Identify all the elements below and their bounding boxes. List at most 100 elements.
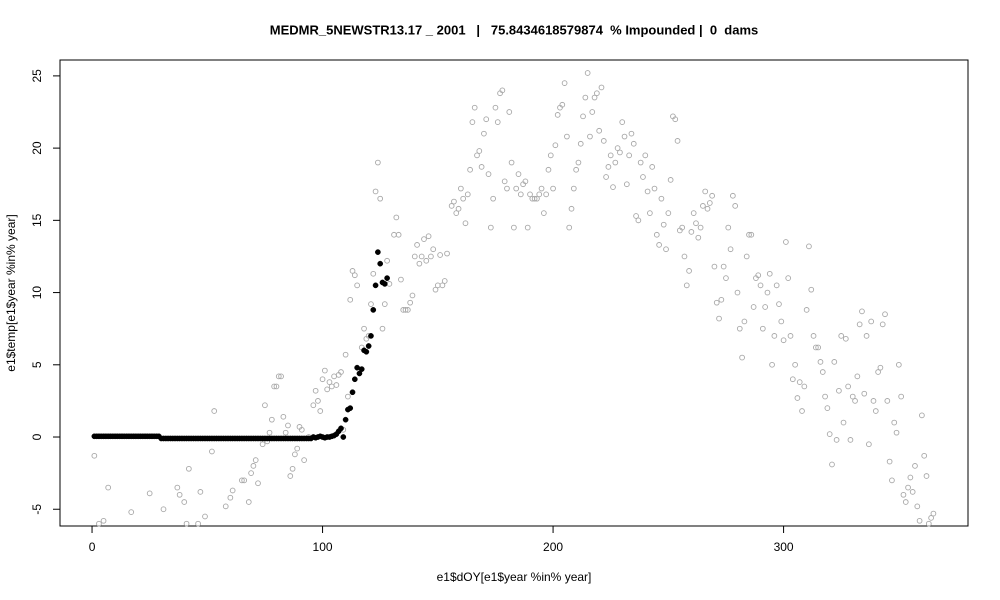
data-point (268, 416, 275, 423)
data-point (492, 104, 499, 111)
data-point (183, 520, 190, 527)
data-point (635, 217, 642, 224)
data-point (418, 253, 425, 260)
data-point (895, 361, 902, 368)
data-point (785, 275, 792, 281)
data-point (522, 178, 529, 185)
data-point (796, 379, 803, 385)
data-point (271, 383, 277, 390)
data-point (755, 272, 762, 279)
data-point (637, 159, 644, 166)
data-point (674, 138, 681, 144)
data-point (289, 465, 296, 472)
data-point (773, 282, 780, 289)
data-point (852, 398, 858, 404)
data-point (741, 318, 748, 325)
data-point (856, 321, 863, 328)
data-point (381, 301, 388, 307)
data-point (928, 515, 934, 521)
data-point (252, 457, 259, 463)
data-point (515, 171, 522, 177)
data-point (614, 145, 621, 151)
data-point (866, 441, 872, 448)
data-point (409, 292, 416, 299)
y-axis-label: e1$temp[e1$year %in% year] (4, 214, 18, 371)
data-point (186, 465, 192, 472)
data-point (372, 188, 379, 195)
data-point (879, 321, 886, 328)
data-point (891, 419, 898, 426)
data-point (815, 344, 822, 351)
data-point (363, 348, 370, 355)
data-point (345, 393, 351, 400)
data-point (711, 263, 718, 270)
data-point (105, 484, 112, 491)
data-point (229, 487, 236, 494)
data-point (925, 520, 932, 527)
data-point (414, 242, 420, 248)
data-point (381, 281, 388, 287)
data-point (686, 268, 692, 274)
data-point (501, 178, 508, 185)
data-point (875, 369, 881, 375)
data-point (801, 383, 808, 390)
data-point (282, 429, 289, 436)
data-point (285, 422, 291, 429)
data-point (584, 70, 591, 76)
data-point (338, 425, 344, 432)
data-point (365, 343, 372, 349)
data-point (863, 333, 870, 339)
data-point (900, 491, 907, 498)
data-point (404, 307, 411, 313)
data-point (600, 138, 607, 144)
data-point (317, 408, 324, 414)
data-point (727, 246, 734, 253)
data-point (759, 325, 766, 332)
data-point (702, 188, 709, 195)
data-point (128, 509, 135, 515)
data-point (695, 234, 702, 241)
data-point (552, 142, 559, 149)
data-point (462, 220, 469, 227)
data-point (222, 503, 229, 510)
data-point (478, 164, 485, 170)
data-point (838, 333, 845, 339)
data-point (393, 214, 400, 221)
data-point (824, 405, 831, 411)
data-point (324, 386, 331, 393)
data-point (603, 174, 609, 180)
data-point (836, 387, 842, 394)
data-point (644, 188, 651, 195)
data-point (704, 205, 711, 212)
data-point (921, 452, 928, 459)
data-point (872, 408, 879, 414)
data-point (266, 429, 273, 436)
data-point (146, 490, 153, 497)
data-point (384, 257, 390, 264)
data-point (471, 104, 478, 111)
data-point (598, 84, 605, 91)
data-point (587, 133, 593, 140)
data-point (259, 441, 266, 448)
data-point (377, 195, 384, 202)
data-point (803, 307, 810, 313)
data-point (672, 116, 679, 123)
data-point (425, 233, 432, 240)
data-point (278, 373, 284, 380)
data-point (582, 94, 589, 101)
data-point (197, 489, 204, 495)
data-point (248, 470, 254, 476)
data-point (545, 166, 552, 173)
data-point (709, 192, 715, 199)
data-point (649, 164, 656, 170)
data-point (787, 333, 794, 339)
data-point (706, 200, 713, 206)
data-point (342, 351, 349, 358)
plot-frame (59, 59, 969, 527)
data-point (826, 431, 833, 437)
data-point (886, 458, 893, 465)
data-point (421, 236, 427, 242)
data-point (628, 130, 635, 137)
data-point (338, 369, 344, 375)
data-point (310, 402, 317, 409)
